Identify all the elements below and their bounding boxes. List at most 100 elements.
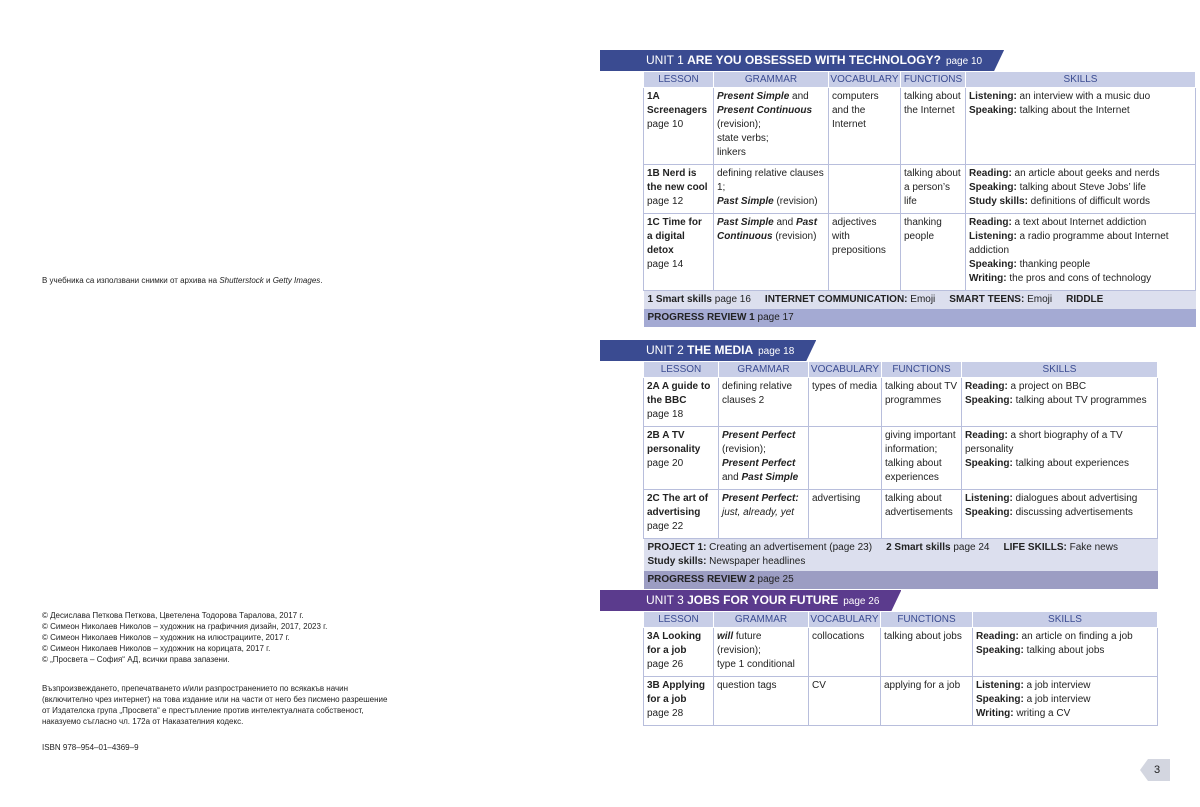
- text-run: page 20: [647, 458, 684, 469]
- cell: adjectives with prepositions: [828, 213, 901, 291]
- cell: computers and the Internet: [828, 87, 901, 165]
- text-run: 2C The art of advertising: [647, 493, 709, 518]
- contents-table: LESSON GRAMMAR VOCABULARY FUNCTIONS SKILLS 2A…: [643, 361, 1158, 589]
- cell-line: collocations: [812, 630, 877, 644]
- cell-line: defining relative clauses 1;: [717, 167, 825, 195]
- text-run: Study skills:: [647, 556, 707, 567]
- text-run: Present Simple: [717, 91, 790, 102]
- unit-banner: UNIT 1 ARE YOU OBSESSED WITH TECHNOLOGY?…: [600, 50, 1004, 71]
- cell-line: Reading: an article about geeks and nerd…: [969, 167, 1192, 181]
- footer-item: PROJECT 1: Creating an advertisement (pa…: [648, 542, 873, 553]
- copyright: © Десислава Петкова Петкова, Цветелена Т…: [42, 610, 327, 665]
- text-run: Listening:: [969, 91, 1017, 102]
- column-header: GRAMMAR: [718, 361, 809, 378]
- header-row: LESSON GRAMMAR VOCABULARY FUNCTIONS SKILLS: [643, 71, 1196, 88]
- unit-title: THE MEDIA: [687, 343, 754, 357]
- cell-line: Writing: the pros and cons of technology: [969, 272, 1192, 286]
- cell: Past Simple and Past Continuous (revisio…: [713, 213, 829, 291]
- text-run: computers and the Internet: [832, 91, 879, 130]
- text-run: thanking people: [1016, 259, 1091, 270]
- text-run: discussing advertisements: [1012, 507, 1133, 518]
- text-run: talking about the Internet: [1016, 105, 1130, 116]
- text-run: Speaking:: [969, 182, 1017, 193]
- cell-line: CV: [812, 679, 877, 693]
- text-run: collocations: [812, 631, 865, 642]
- text-run: talking about TV programmes: [1012, 395, 1147, 406]
- cell: Present Perfect: just, already, yet: [718, 489, 809, 539]
- text-run: (revision): [773, 196, 818, 207]
- text-run: 1 Smart skills: [647, 294, 712, 305]
- text-run: SMART TEENS:: [949, 294, 1025, 305]
- cell-line: 3B Applying for a job: [647, 679, 710, 707]
- cell: Reading: an article about geeks and nerd…: [965, 164, 1196, 214]
- cell: 1B Nerd is the new cool page 12: [643, 164, 714, 214]
- cell-line: Reading: a text about Internet addiction: [969, 216, 1192, 230]
- text-run: Speaking:: [965, 507, 1013, 518]
- lesson-row: 3B Applying for a job page 28 question tag…: [643, 676, 1158, 726]
- cell-line: Study skills: definitions of difficult w…: [969, 195, 1192, 209]
- header-row: LESSON GRAMMAR VOCABULARY FUNCTIONS SKILLS: [643, 361, 1158, 378]
- footer-row: PROJECT 1: Creating an advertisement (pa…: [643, 538, 1158, 571]
- header-row: LESSON GRAMMAR VOCABULARY FUNCTIONS SKILLS: [643, 611, 1158, 628]
- cell-line: Listening: an interview with a music duo: [969, 90, 1192, 104]
- cell-line: Speaking: discussing advertisements: [965, 506, 1154, 520]
- cell-line: applying for a job: [884, 679, 969, 693]
- cell-line: talking about the Internet: [904, 90, 962, 118]
- text-run: giving important information;: [885, 430, 956, 455]
- text-run: just, already, yet: [722, 507, 795, 518]
- cell-line: (revision);: [722, 443, 805, 457]
- text-run: Creating an advertisement (page 23): [706, 542, 873, 553]
- cell: [828, 164, 901, 214]
- text-run: talking about TV programmes: [885, 381, 958, 406]
- cell-line: page 12: [647, 195, 710, 209]
- cell: types of media: [808, 377, 882, 427]
- text-run: page 12: [647, 196, 684, 207]
- column-header: SKILLS: [961, 361, 1158, 378]
- cell: advertising: [808, 489, 882, 539]
- text-run: Writing:: [969, 273, 1007, 284]
- cell-line: computers and the Internet: [832, 90, 897, 132]
- lesson-row: 1A Screenagers page 10 Present Simple and …: [643, 87, 1196, 165]
- text-run: writing a CV: [1013, 708, 1071, 719]
- cell: talking about the Internet: [900, 87, 966, 165]
- text-run: future (revision);: [717, 631, 762, 656]
- text-line: © Симеон Николаев Николов – художник на …: [42, 622, 328, 631]
- cell-line: Present Perfect:: [722, 492, 805, 506]
- text-run: INTERNET COMMUNICATION:: [764, 294, 908, 305]
- cell: Present Perfect (revision); Present Perfec…: [718, 426, 809, 490]
- text-run: page 17: [754, 312, 794, 323]
- text-run: a job interview: [1023, 680, 1091, 691]
- cell-line: Listening: dialogues about advertising: [965, 492, 1154, 506]
- text-run: Reading:: [965, 430, 1008, 441]
- review-row: PROGRESS REVIEW 1 page 17: [643, 309, 1196, 327]
- cell-line: page 14: [647, 258, 710, 272]
- unit-title: JOBS FOR YOUR FUTURE: [687, 593, 839, 607]
- cell-line: page 28: [647, 707, 710, 721]
- text-run: and: [722, 472, 742, 483]
- lesson-row: 3A Looking for a job page 26 will future (…: [643, 627, 1158, 677]
- text-line: наказуемо съгласно чл. 172а от Наказател…: [42, 717, 244, 726]
- footer: 1 Smart skills page 16 INTERNET COMMUNICA…: [643, 290, 1196, 309]
- cell: Listening: an interview with a music duo…: [965, 87, 1196, 165]
- text-run: (revision);: [717, 119, 761, 130]
- text-run: and: [789, 91, 809, 102]
- text-run: a project on BBC: [1007, 381, 1087, 392]
- text-run: advertising: [812, 493, 861, 504]
- text-run: В учебника са използвани снимки от архив…: [42, 276, 220, 285]
- unit-label: UNIT 1: [646, 53, 688, 67]
- legal-notice: Възпроизвеждането, препечатването и/или …: [42, 683, 387, 727]
- text-run: Present Perfect: [722, 458, 796, 469]
- column-header: VOCABULARY: [828, 71, 901, 88]
- cell-line: adjectives with prepositions: [832, 216, 897, 258]
- text-run: Past Simple: [717, 217, 774, 228]
- text-run: Speaking:: [965, 395, 1013, 406]
- contents-table: LESSON GRAMMAR VOCABULARY FUNCTIONS SKILLS 3A…: [643, 611, 1158, 726]
- text-run: PROJECT 1:: [647, 542, 707, 553]
- cell-line: talking about experiences: [885, 457, 958, 485]
- text-run: Present Perfect: [722, 430, 796, 441]
- text-run: Study skills:: [969, 196, 1028, 207]
- cell-line: linkers: [717, 146, 825, 160]
- text-run: page 24: [950, 542, 990, 553]
- text-run: Present Continuous: [717, 105, 813, 116]
